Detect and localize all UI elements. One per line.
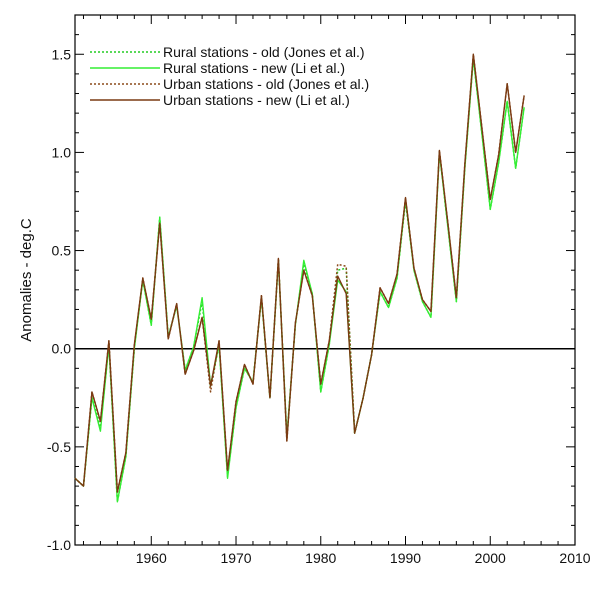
y-tick-label: 1.5 — [52, 46, 72, 62]
y-tick-label: 0.5 — [52, 243, 72, 259]
y-axis-title: Anomalies - deg.C — [18, 218, 35, 342]
legend-label-3: Urban stations - old (Jones et al.) — [163, 76, 369, 92]
x-tick-label: 2000 — [475, 550, 506, 566]
legend-label-4: Urban stations - new (Li et al.) — [163, 92, 350, 108]
y-tick-label: -0.5 — [47, 439, 71, 455]
plot-frame — [74, 14, 576, 546]
x-tick-label: 1990 — [390, 550, 421, 566]
axis-tick-labels: 1960 1970 1980 1990 2000 2010 -1.0 -0.5 0.0 0.5 1.… — [47, 46, 591, 566]
series-line-3 — [74, 53, 525, 493]
y-tick-label: 1.0 — [52, 144, 72, 160]
axis-ticks — [75, 15, 576, 546]
legend-label-1: Rural stations - old (Jones et al.) — [163, 44, 365, 60]
x-tick-label: 2010 — [559, 550, 590, 566]
x-tick-label: 1960 — [136, 550, 167, 566]
y-tick-label: 0.0 — [52, 341, 72, 357]
x-tick-label: 1980 — [305, 550, 336, 566]
series-line-4 — [74, 53, 525, 493]
legend: Rural stations - old (Jones et al.)Rural… — [90, 44, 369, 108]
legend-label-2: Rural stations - new (Li et al.) — [163, 60, 345, 76]
y-tick-label: -1.0 — [47, 537, 71, 553]
series-lines — [74, 53, 525, 503]
x-tick-label: 1970 — [220, 550, 251, 566]
